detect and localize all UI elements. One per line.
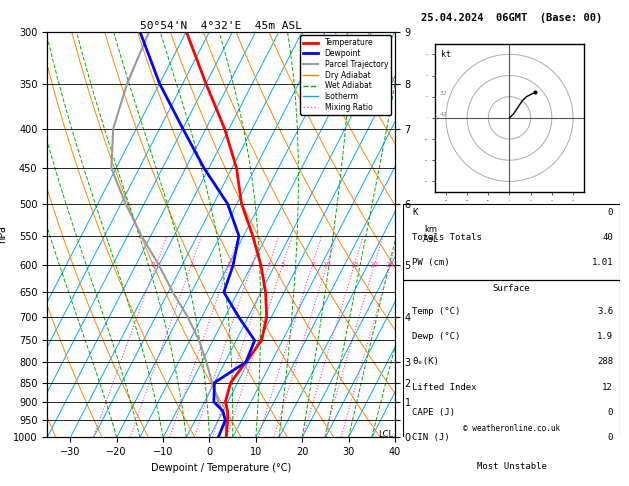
Text: 42: 42 — [440, 112, 447, 117]
Text: Lifted Index: Lifted Index — [412, 382, 477, 392]
Text: 25: 25 — [386, 262, 394, 268]
Text: 0.5: 0.5 — [150, 262, 162, 268]
Text: K: K — [412, 208, 418, 217]
Text: © weatheronline.co.uk: © weatheronline.co.uk — [463, 424, 560, 434]
Text: 1: 1 — [189, 262, 193, 268]
Text: CAPE (J): CAPE (J) — [412, 408, 455, 417]
Y-axis label: hPa: hPa — [0, 226, 8, 243]
Text: 40: 40 — [603, 233, 613, 243]
Text: PW (cm): PW (cm) — [412, 259, 450, 267]
Legend: Temperature, Dewpoint, Parcel Trajectory, Dry Adiabat, Wet Adiabat, Isotherm, Mi: Temperature, Dewpoint, Parcel Trajectory… — [300, 35, 391, 115]
Text: LCL: LCL — [379, 430, 394, 438]
Text: 0: 0 — [608, 208, 613, 217]
Text: 2: 2 — [226, 262, 231, 268]
Text: kt: kt — [442, 50, 451, 59]
Text: Most Unstable: Most Unstable — [477, 462, 547, 471]
Text: 10: 10 — [322, 262, 331, 268]
X-axis label: Dewpoint / Temperature (°C): Dewpoint / Temperature (°C) — [151, 463, 291, 473]
Bar — [403, 204, 620, 279]
Text: Totals Totals: Totals Totals — [412, 233, 482, 243]
Text: 25.04.2024  06GMT  (Base: 00): 25.04.2024 06GMT (Base: 00) — [421, 14, 602, 23]
Text: 3: 3 — [250, 262, 254, 268]
Bar — [403, 458, 620, 486]
Text: θₑ(K): θₑ(K) — [412, 358, 439, 366]
Text: 20: 20 — [370, 262, 379, 268]
Y-axis label: km
ASL: km ASL — [423, 225, 438, 244]
Text: Dewp (°C): Dewp (°C) — [412, 332, 460, 341]
Text: Temp (°C): Temp (°C) — [412, 307, 460, 316]
Text: 32: 32 — [440, 90, 447, 96]
Bar — [403, 279, 620, 458]
Text: 15: 15 — [350, 262, 359, 268]
Text: 0: 0 — [608, 433, 613, 442]
Text: 8: 8 — [310, 262, 314, 268]
Text: 0: 0 — [608, 408, 613, 417]
Text: 12: 12 — [603, 382, 613, 392]
Text: 3.6: 3.6 — [597, 307, 613, 316]
Text: CIN (J): CIN (J) — [412, 433, 450, 442]
Text: 1.9: 1.9 — [597, 332, 613, 341]
Text: 288: 288 — [597, 358, 613, 366]
Text: Surface: Surface — [493, 284, 530, 293]
Text: 4: 4 — [267, 262, 271, 268]
Text: 1.01: 1.01 — [592, 259, 613, 267]
Title: 50°54'N  4°32'E  45m ASL: 50°54'N 4°32'E 45m ASL — [140, 21, 302, 31]
Text: 5: 5 — [281, 262, 285, 268]
